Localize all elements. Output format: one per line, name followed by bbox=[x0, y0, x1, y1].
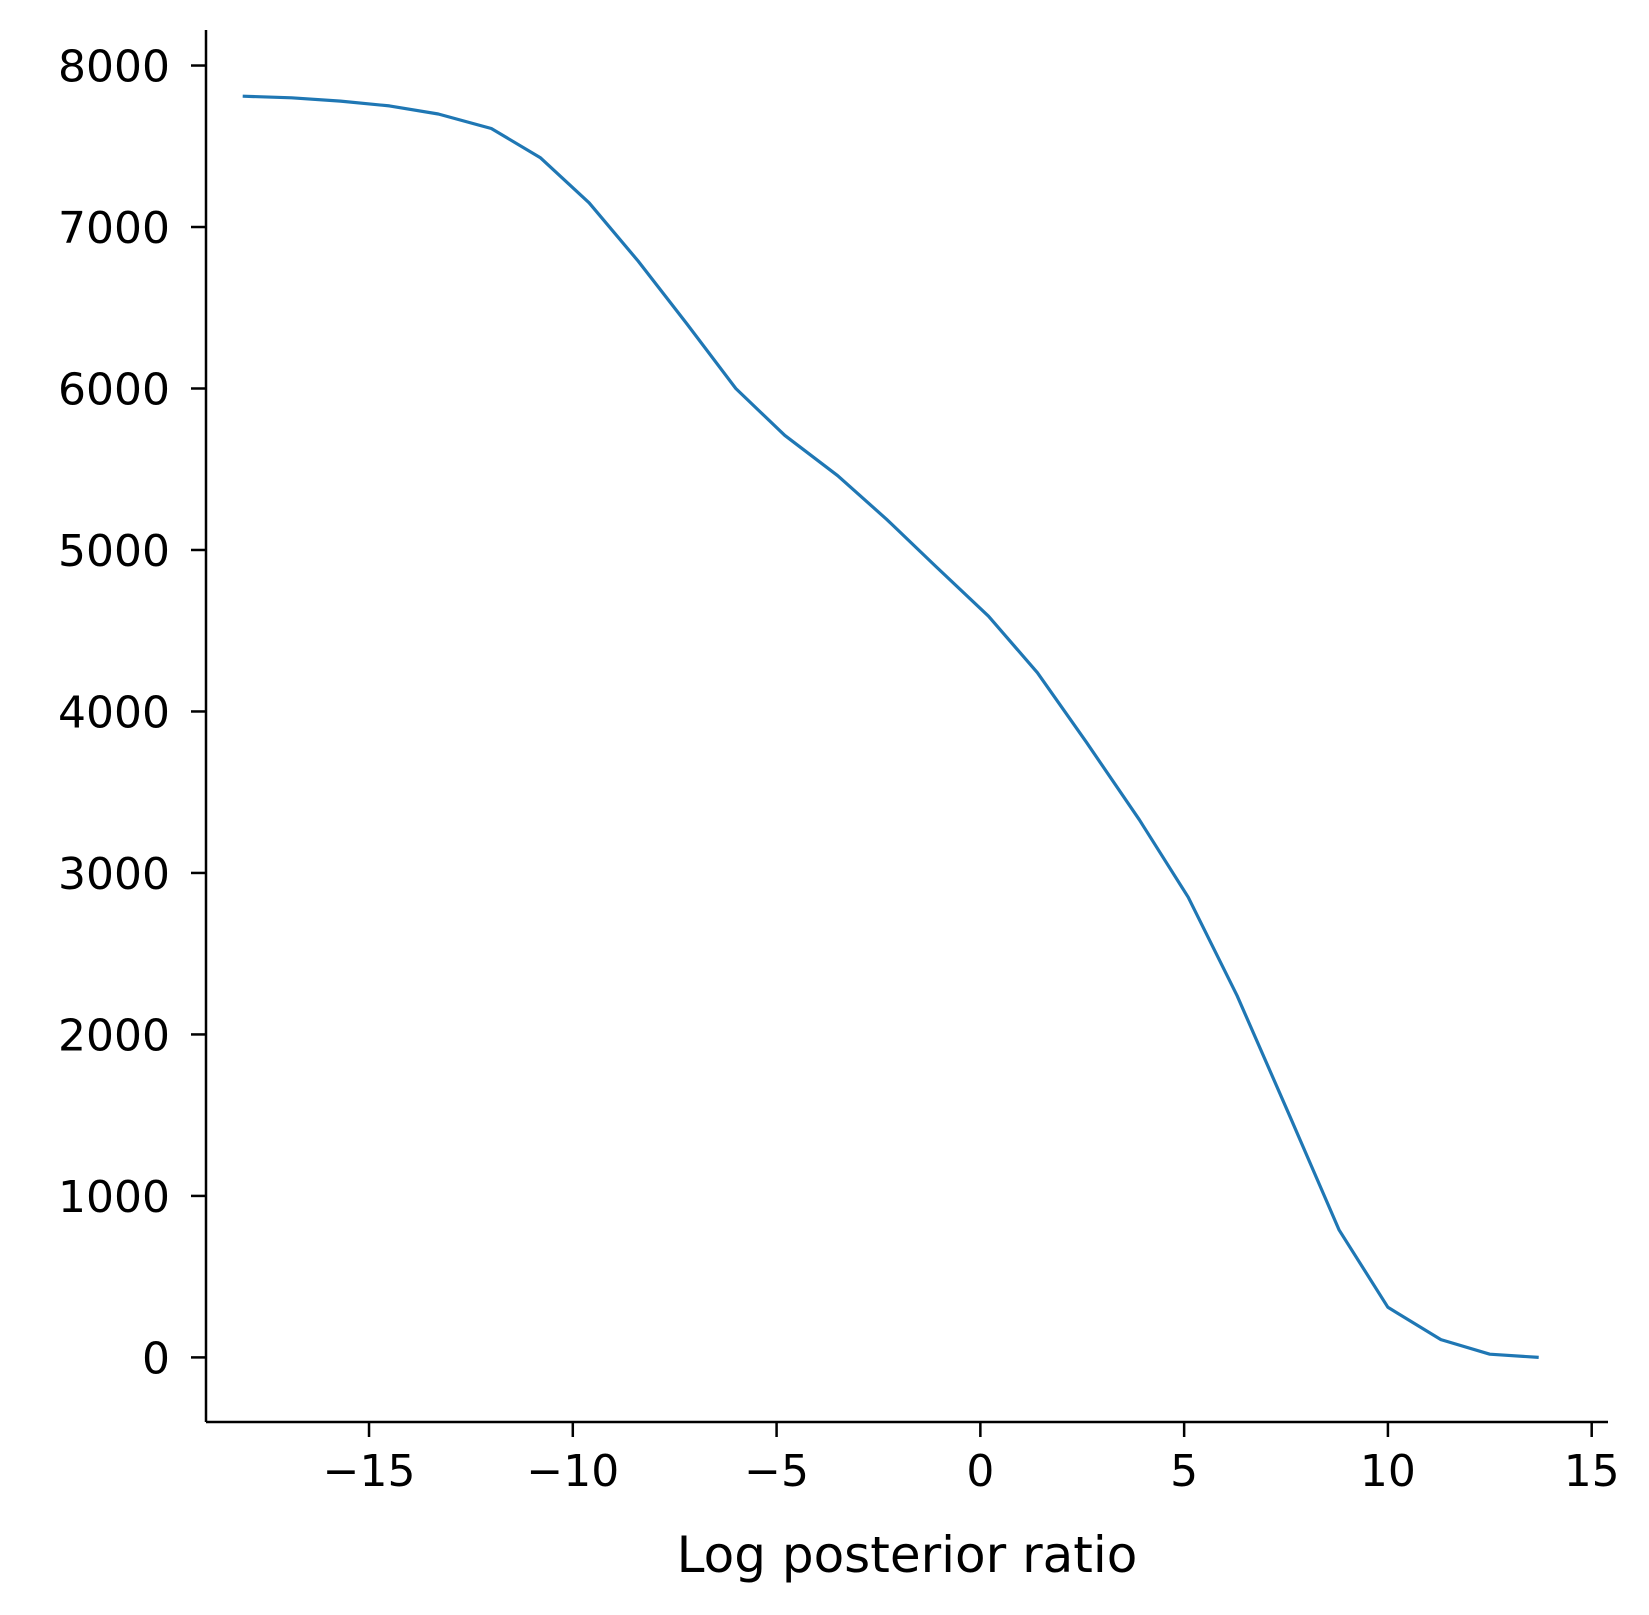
x-tick-label: −5 bbox=[744, 1446, 809, 1497]
y-tick-label: 6000 bbox=[58, 364, 170, 415]
y-tick-label: 4000 bbox=[58, 687, 170, 738]
y-tick-label: 8000 bbox=[58, 42, 170, 93]
y-tick-label: 7000 bbox=[58, 203, 170, 254]
x-axis-ticks: −15 −10 −5 0 5 10 15 bbox=[323, 1422, 1620, 1497]
x-axis-label: Log posterior ratio bbox=[677, 1526, 1138, 1584]
y-tick-label: 1000 bbox=[58, 1172, 170, 1223]
y-tick-label: 5000 bbox=[58, 526, 170, 577]
x-tick-label: 10 bbox=[1360, 1446, 1416, 1497]
series-layer bbox=[242, 94, 1539, 1359]
x-tick-label: −10 bbox=[526, 1446, 619, 1497]
y-tick-label: 0 bbox=[142, 1333, 170, 1384]
x-tick-label: −15 bbox=[323, 1446, 416, 1497]
y-axis-ticks: 0 1000 2000 3000 4000 5000 6000 7000 8000 bbox=[58, 42, 206, 1384]
y-tick-label: 3000 bbox=[58, 849, 170, 900]
x-tick-label: 15 bbox=[1564, 1446, 1620, 1497]
y-tick-label: 2000 bbox=[58, 1010, 170, 1061]
series-line bbox=[242, 94, 1539, 1359]
axes-spines bbox=[204, 30, 1608, 1424]
x-tick-label: 5 bbox=[1170, 1446, 1198, 1497]
x-tick-label: 0 bbox=[966, 1446, 994, 1497]
